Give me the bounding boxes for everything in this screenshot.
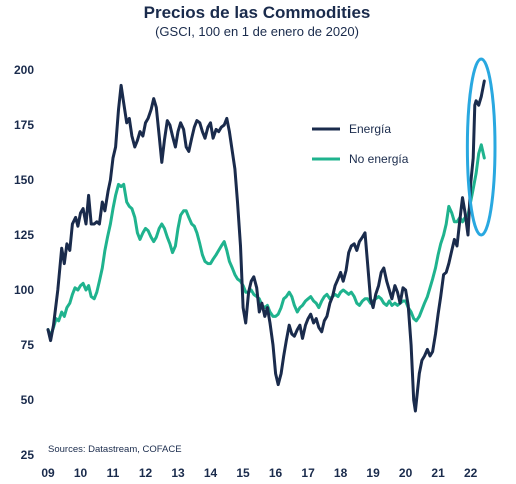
y-tick-label: 175 <box>14 118 34 132</box>
chart-source: Sources: Datastream, COFACE <box>48 444 182 455</box>
chart-title: Precios de las Commodities <box>144 3 371 22</box>
x-tick-label: 15 <box>236 466 250 480</box>
y-tick-label: 150 <box>14 173 34 187</box>
y-tick-label: 200 <box>14 63 34 77</box>
x-tick-label: 14 <box>204 466 218 480</box>
series-lines <box>46 79 486 413</box>
x-tick-label: 21 <box>431 466 445 480</box>
annotations <box>465 57 497 237</box>
highlight-ellipse <box>465 57 497 237</box>
y-axis-ticks: 25 50 75 100 125 150 175 200 <box>14 63 34 462</box>
y-tick-label: 25 <box>21 448 35 462</box>
x-tick-label: 09 <box>41 466 55 480</box>
x-tick-label: 12 <box>139 466 153 480</box>
x-tick-label: 16 <box>269 466 283 480</box>
chart-subtitle: (GSCI, 100 en 1 de enero de 2020) <box>155 24 359 39</box>
y-tick-label: 100 <box>14 283 34 297</box>
x-tick-label: 19 <box>366 466 380 480</box>
x-axis-ticks: 09 10 11 12 13 14 15 16 17 18 19 20 21 22 <box>41 466 477 480</box>
legend-label-no-energia: No energía <box>349 152 409 166</box>
legend-label-energia: Energía <box>349 122 391 136</box>
y-tick-label: 75 <box>21 338 35 352</box>
y-tick-label: 50 <box>21 393 35 407</box>
y-tick-label: 125 <box>14 228 34 242</box>
x-tick-label: 18 <box>334 466 348 480</box>
legend: Energía No energía <box>312 122 409 166</box>
x-tick-label: 13 <box>171 466 185 480</box>
x-tick-label: 10 <box>74 466 88 480</box>
x-tick-label: 17 <box>301 466 315 480</box>
x-tick-label: 11 <box>107 466 120 480</box>
series-line-energia <box>46 79 486 413</box>
x-tick-label: 20 <box>399 466 413 480</box>
x-tick-label: 22 <box>464 466 478 480</box>
series-line-no-energia <box>46 143 486 338</box>
